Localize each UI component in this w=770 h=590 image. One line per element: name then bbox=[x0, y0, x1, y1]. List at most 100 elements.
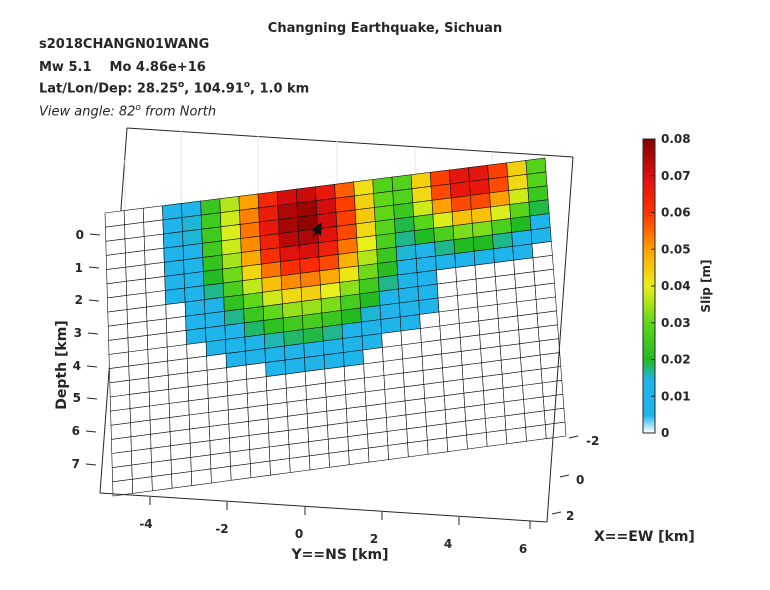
subfault-cell bbox=[227, 392, 249, 411]
subfault-cell bbox=[185, 327, 207, 345]
subfault-cell bbox=[245, 348, 266, 366]
subfault-cell bbox=[319, 268, 341, 286]
subfault-cell bbox=[169, 428, 191, 447]
subfault-cell bbox=[287, 413, 309, 431]
subfault-cell bbox=[147, 346, 169, 364]
subfault-cell bbox=[454, 250, 476, 268]
subfault-cell bbox=[378, 274, 399, 292]
subfault-cell bbox=[514, 271, 536, 289]
subfault-cell bbox=[340, 293, 361, 311]
subfault-cell bbox=[126, 292, 147, 310]
subfault-cell bbox=[397, 272, 419, 290]
subfault-cell bbox=[279, 244, 301, 263]
subfault-cell bbox=[258, 205, 279, 223]
subfault-cell bbox=[403, 370, 425, 388]
subfault-cell bbox=[526, 171, 548, 189]
subfault-cell bbox=[260, 261, 282, 279]
subfault-cell bbox=[521, 368, 543, 386]
subfault-cell bbox=[403, 384, 426, 402]
subfault-cell bbox=[144, 261, 166, 280]
ns-axis-label: Y==NS [km] bbox=[291, 547, 389, 563]
dep-value: 1.0 km bbox=[259, 81, 310, 97]
subfault-cell bbox=[240, 235, 261, 253]
mo-value: Mo 4.86e+16 bbox=[109, 60, 206, 75]
subfault-cell bbox=[187, 369, 209, 388]
subfault-cell bbox=[164, 273, 185, 291]
subfault-cell bbox=[419, 311, 441, 329]
subfault-cell bbox=[317, 240, 339, 258]
subfault-cell bbox=[303, 340, 325, 358]
subfault-cell bbox=[131, 448, 152, 466]
subfault-cell bbox=[424, 395, 446, 413]
lon-value: 104.91 bbox=[193, 81, 244, 97]
subfault-cell bbox=[146, 304, 167, 322]
subfault-cell bbox=[502, 385, 524, 403]
subfault-cell bbox=[111, 450, 133, 469]
subfault-cell bbox=[264, 345, 286, 363]
subfault-cell bbox=[391, 174, 413, 192]
subfault-cell bbox=[222, 280, 244, 298]
subfault-cell bbox=[491, 218, 513, 236]
subfault-cell bbox=[315, 197, 337, 216]
subfault-cell bbox=[487, 162, 509, 180]
subfault-cell bbox=[126, 306, 148, 325]
location-prefix: Lat/Lon/Dep: bbox=[39, 81, 137, 97]
subfault-cell bbox=[223, 308, 245, 326]
subfault-cell bbox=[162, 203, 183, 221]
subfault-cell bbox=[532, 254, 554, 273]
subfault-cell bbox=[206, 367, 228, 385]
subfault-cell bbox=[242, 291, 264, 310]
subfault-cell bbox=[184, 285, 205, 303]
subfault-cell bbox=[124, 221, 145, 240]
subfault-cell bbox=[265, 359, 287, 378]
subfault-cell bbox=[430, 183, 452, 201]
subfault-cell bbox=[277, 202, 299, 220]
subfault-cell bbox=[163, 245, 184, 263]
subfault-cell bbox=[534, 282, 556, 300]
subfault-cell bbox=[109, 394, 131, 412]
subfault-cell bbox=[429, 169, 451, 187]
subfault-cell bbox=[267, 415, 289, 434]
subfault-cell bbox=[221, 252, 243, 270]
subfault-cell bbox=[189, 440, 211, 458]
subfault-cell bbox=[125, 278, 147, 296]
subfault-cell bbox=[130, 419, 151, 438]
subfault-cell bbox=[394, 216, 415, 234]
subfault-cell bbox=[165, 301, 186, 320]
subfault-cell bbox=[437, 295, 459, 313]
colorbar: 0 0.01 0.02 0.03 0.04 0.05 0.06 0.07 0.08 bbox=[642, 132, 691, 440]
y-tick-0: -2 bbox=[586, 434, 599, 448]
subfault-cell bbox=[315, 183, 336, 202]
subfault-cell bbox=[239, 207, 260, 225]
subfault-cell bbox=[360, 305, 382, 323]
x-tick-3: 2 bbox=[370, 532, 378, 546]
x-tick-4: 4 bbox=[444, 537, 452, 551]
subfault-cell bbox=[544, 421, 567, 439]
subfault-cell bbox=[171, 471, 193, 489]
subfault-cell bbox=[302, 312, 323, 330]
subfault-cell bbox=[182, 242, 204, 261]
subfault-cell bbox=[407, 439, 429, 458]
subfault-cell bbox=[131, 462, 153, 480]
subfault-cell bbox=[527, 185, 549, 203]
subfault-cell bbox=[163, 259, 185, 277]
subfault-cell bbox=[125, 250, 146, 268]
subfault-cell bbox=[200, 212, 222, 230]
subfault-cell bbox=[229, 435, 251, 453]
subfault-cell bbox=[240, 249, 262, 267]
subfault-cell bbox=[210, 465, 232, 484]
subfault-cell bbox=[426, 437, 449, 455]
subfault-cell bbox=[376, 246, 398, 264]
subfault-cell bbox=[477, 304, 499, 322]
subfault-cell bbox=[442, 364, 464, 383]
subfault-cell bbox=[221, 238, 242, 256]
subfault-cell bbox=[206, 353, 227, 371]
subfault-cell bbox=[186, 341, 207, 359]
subfault-cell bbox=[143, 219, 164, 237]
subfault-cell bbox=[243, 320, 265, 338]
subfault-cell bbox=[238, 193, 260, 211]
colorbar-label: Slip [m] bbox=[699, 259, 713, 312]
subfault-cell bbox=[525, 424, 547, 442]
subfault-cell bbox=[222, 266, 243, 284]
subfault-cell bbox=[334, 181, 355, 199]
